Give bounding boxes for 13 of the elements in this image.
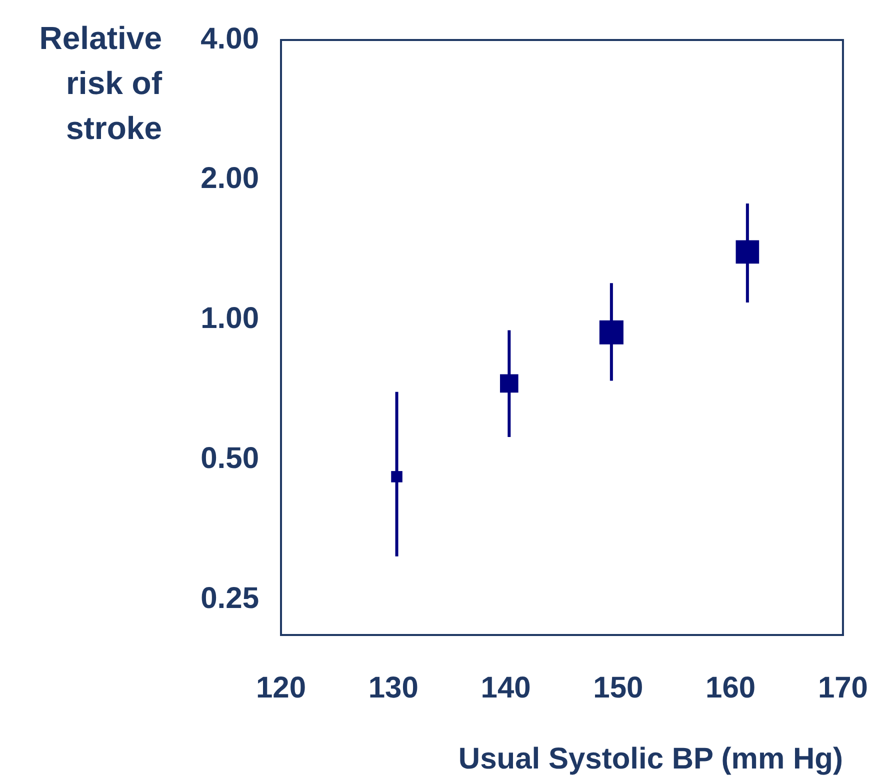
x-tick-label: 150	[593, 671, 644, 704]
x-tick-label: 160	[706, 671, 756, 704]
x-tick-label: 170	[818, 671, 868, 704]
y-tick-label: 0.50	[200, 442, 259, 476]
x-axis-title: Usual Systolic BP (mm Hg)	[458, 742, 843, 776]
y-tick-label: 2.00	[200, 162, 259, 196]
y-tick-label: 4.00	[200, 22, 259, 56]
x-tick-label: 140	[480, 671, 531, 704]
x-tick-label: 120	[256, 671, 306, 704]
y-tick-label: 1.00	[200, 302, 259, 336]
x-tick-label: 130	[368, 671, 418, 704]
y-tick-label: 0.25	[200, 582, 259, 616]
y-axis-title: Relative risk of stroke	[38, 19, 162, 148]
